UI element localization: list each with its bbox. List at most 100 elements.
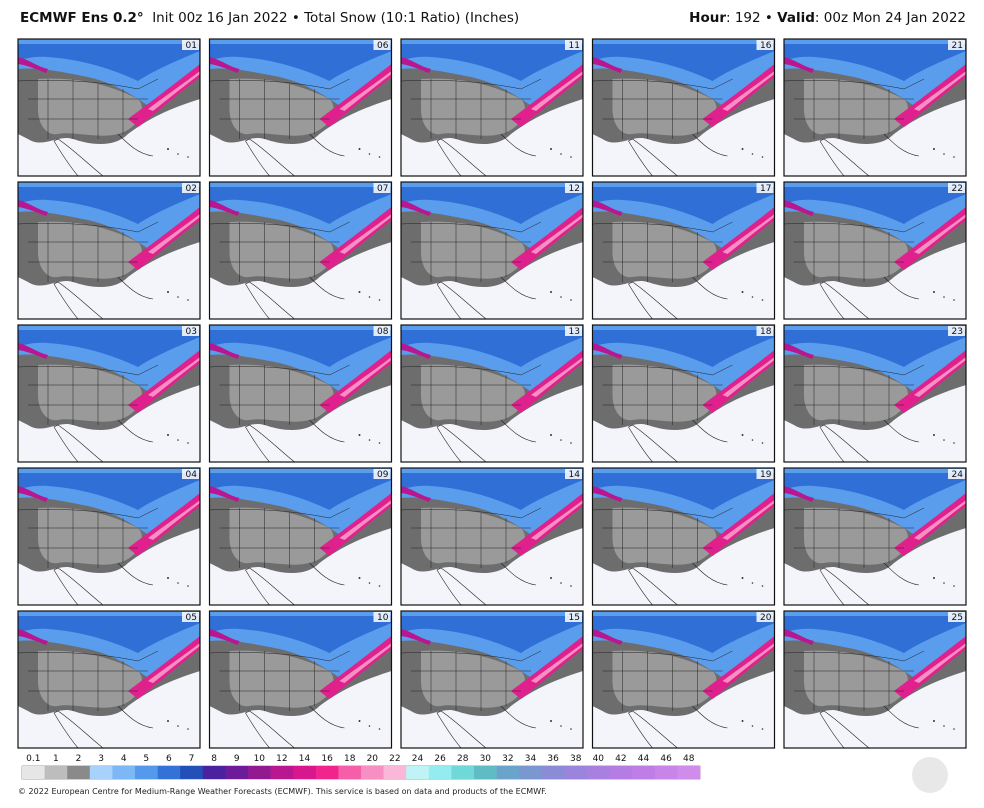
panel-border xyxy=(400,610,584,749)
map-image xyxy=(401,182,583,319)
colorbar-label: 38 xyxy=(570,754,582,764)
colorbar-swatch xyxy=(157,766,181,779)
member-label: 15 xyxy=(569,613,580,623)
valid-time: Hour: 192 • Valid: 00z Mon 24 Jan 2022 xyxy=(689,10,966,26)
member-badge xyxy=(948,183,965,193)
member-label: 09 xyxy=(377,470,389,480)
colorbar-label: 44 xyxy=(638,754,650,764)
colorbar-label: 48 xyxy=(683,754,695,764)
map-image xyxy=(784,325,966,462)
member-label: 22 xyxy=(952,184,963,194)
valid-label: Valid xyxy=(777,10,815,26)
colorbar-label: 40 xyxy=(593,754,605,764)
map-image xyxy=(209,182,392,319)
colorbar-swatch xyxy=(428,766,452,779)
colorbar-label: 14 xyxy=(299,754,311,764)
colorbar-swatch xyxy=(270,766,294,779)
member-badge xyxy=(948,469,965,479)
colorbar-label: 3 xyxy=(98,754,104,764)
colorbar-label: 5 xyxy=(143,754,149,764)
member-badge xyxy=(182,183,199,193)
member-label: 24 xyxy=(952,470,964,480)
colorbar-swatch xyxy=(248,766,271,779)
panel-border xyxy=(783,324,967,463)
map-panel: 19 xyxy=(591,467,776,606)
map-panel: 01 xyxy=(17,38,201,177)
colorbar-swatch xyxy=(22,766,45,779)
member-badge xyxy=(948,40,965,50)
colorbar-swatch xyxy=(519,766,543,779)
panel-border xyxy=(17,610,201,749)
map-panel: 15 xyxy=(400,610,584,749)
map-image xyxy=(401,468,583,605)
map-panel: 14 xyxy=(400,467,584,606)
member-badge xyxy=(373,40,391,50)
map-panel: 09 xyxy=(208,467,393,606)
colorbar-label: 12 xyxy=(276,754,287,764)
colorbar-swatch xyxy=(541,766,565,779)
colorbar-swatch xyxy=(338,766,362,779)
map-image xyxy=(209,39,392,176)
map-panel: 17 xyxy=(591,181,776,320)
colorbar-swatch xyxy=(225,766,249,779)
member-label: 03 xyxy=(186,327,197,337)
member-label: 17 xyxy=(760,184,771,194)
colorbar-swatch xyxy=(44,766,68,779)
title: ECMWF Ens 0.2° Init 00z 16 Jan 2022 • To… xyxy=(20,10,519,26)
map-panel: 05 xyxy=(17,610,201,749)
colorbar-label: 9 xyxy=(234,754,240,764)
map-image xyxy=(784,611,966,748)
map-panel: 10 xyxy=(208,610,393,749)
colorbar-label: 10 xyxy=(254,754,266,764)
colorbar-label: 30 xyxy=(480,754,492,764)
colorbar-swatch xyxy=(451,766,475,779)
member-badge xyxy=(565,326,582,336)
colorbar-label: 42 xyxy=(615,754,626,764)
map-panel: 20 xyxy=(591,610,776,749)
member-label: 19 xyxy=(760,470,772,480)
map-image xyxy=(784,182,966,319)
member-label: 02 xyxy=(186,184,197,194)
colorbar-swatch xyxy=(474,766,497,779)
colorbar-swatch xyxy=(406,766,430,779)
colorbar-swatch xyxy=(89,766,113,779)
member-badge xyxy=(948,326,965,336)
hour-value: : 192 • xyxy=(726,10,773,26)
panel-border xyxy=(208,181,393,320)
colorbar-swatch xyxy=(587,766,610,779)
map-panel: 07 xyxy=(208,181,393,320)
member-label: 06 xyxy=(377,41,389,51)
map-image xyxy=(592,611,775,748)
member-label: 04 xyxy=(186,470,198,480)
map-image xyxy=(592,39,775,176)
footer: © 2022 European Centre for Medium-Range … xyxy=(18,787,547,796)
panel-border xyxy=(208,324,393,463)
map-image xyxy=(209,611,392,748)
colorbar-label: 6 xyxy=(166,754,172,764)
map-panel: 25 xyxy=(783,610,967,749)
map-panel: 24 xyxy=(783,467,967,606)
member-badge xyxy=(373,326,391,336)
subtitle: Init 00z 16 Jan 2022 • Total Snow (10:1 … xyxy=(152,10,520,26)
map-panel: 02 xyxy=(17,181,201,320)
colorbar-swatch xyxy=(609,766,633,779)
member-badge xyxy=(373,469,391,479)
colorbar-swatch xyxy=(632,766,656,779)
member-badge xyxy=(756,612,774,622)
panel-border xyxy=(783,610,967,749)
valid-value: : 00z Mon 24 Jan 2022 xyxy=(814,10,966,26)
colorbar-swatch xyxy=(361,766,384,779)
member-label: 10 xyxy=(377,613,389,623)
panel-border xyxy=(17,324,201,463)
colorbar-label: 46 xyxy=(660,754,672,764)
member-badge xyxy=(756,183,774,193)
colorbar-label: 36 xyxy=(547,754,559,764)
member-label: 12 xyxy=(569,184,580,194)
model: ECMWF Ens 0.2° xyxy=(20,10,144,26)
member-badge xyxy=(756,469,774,479)
map-image xyxy=(784,468,966,605)
colorbar-label: 0.1 xyxy=(26,754,40,764)
panel-border xyxy=(400,467,584,606)
member-label: 07 xyxy=(377,184,388,194)
